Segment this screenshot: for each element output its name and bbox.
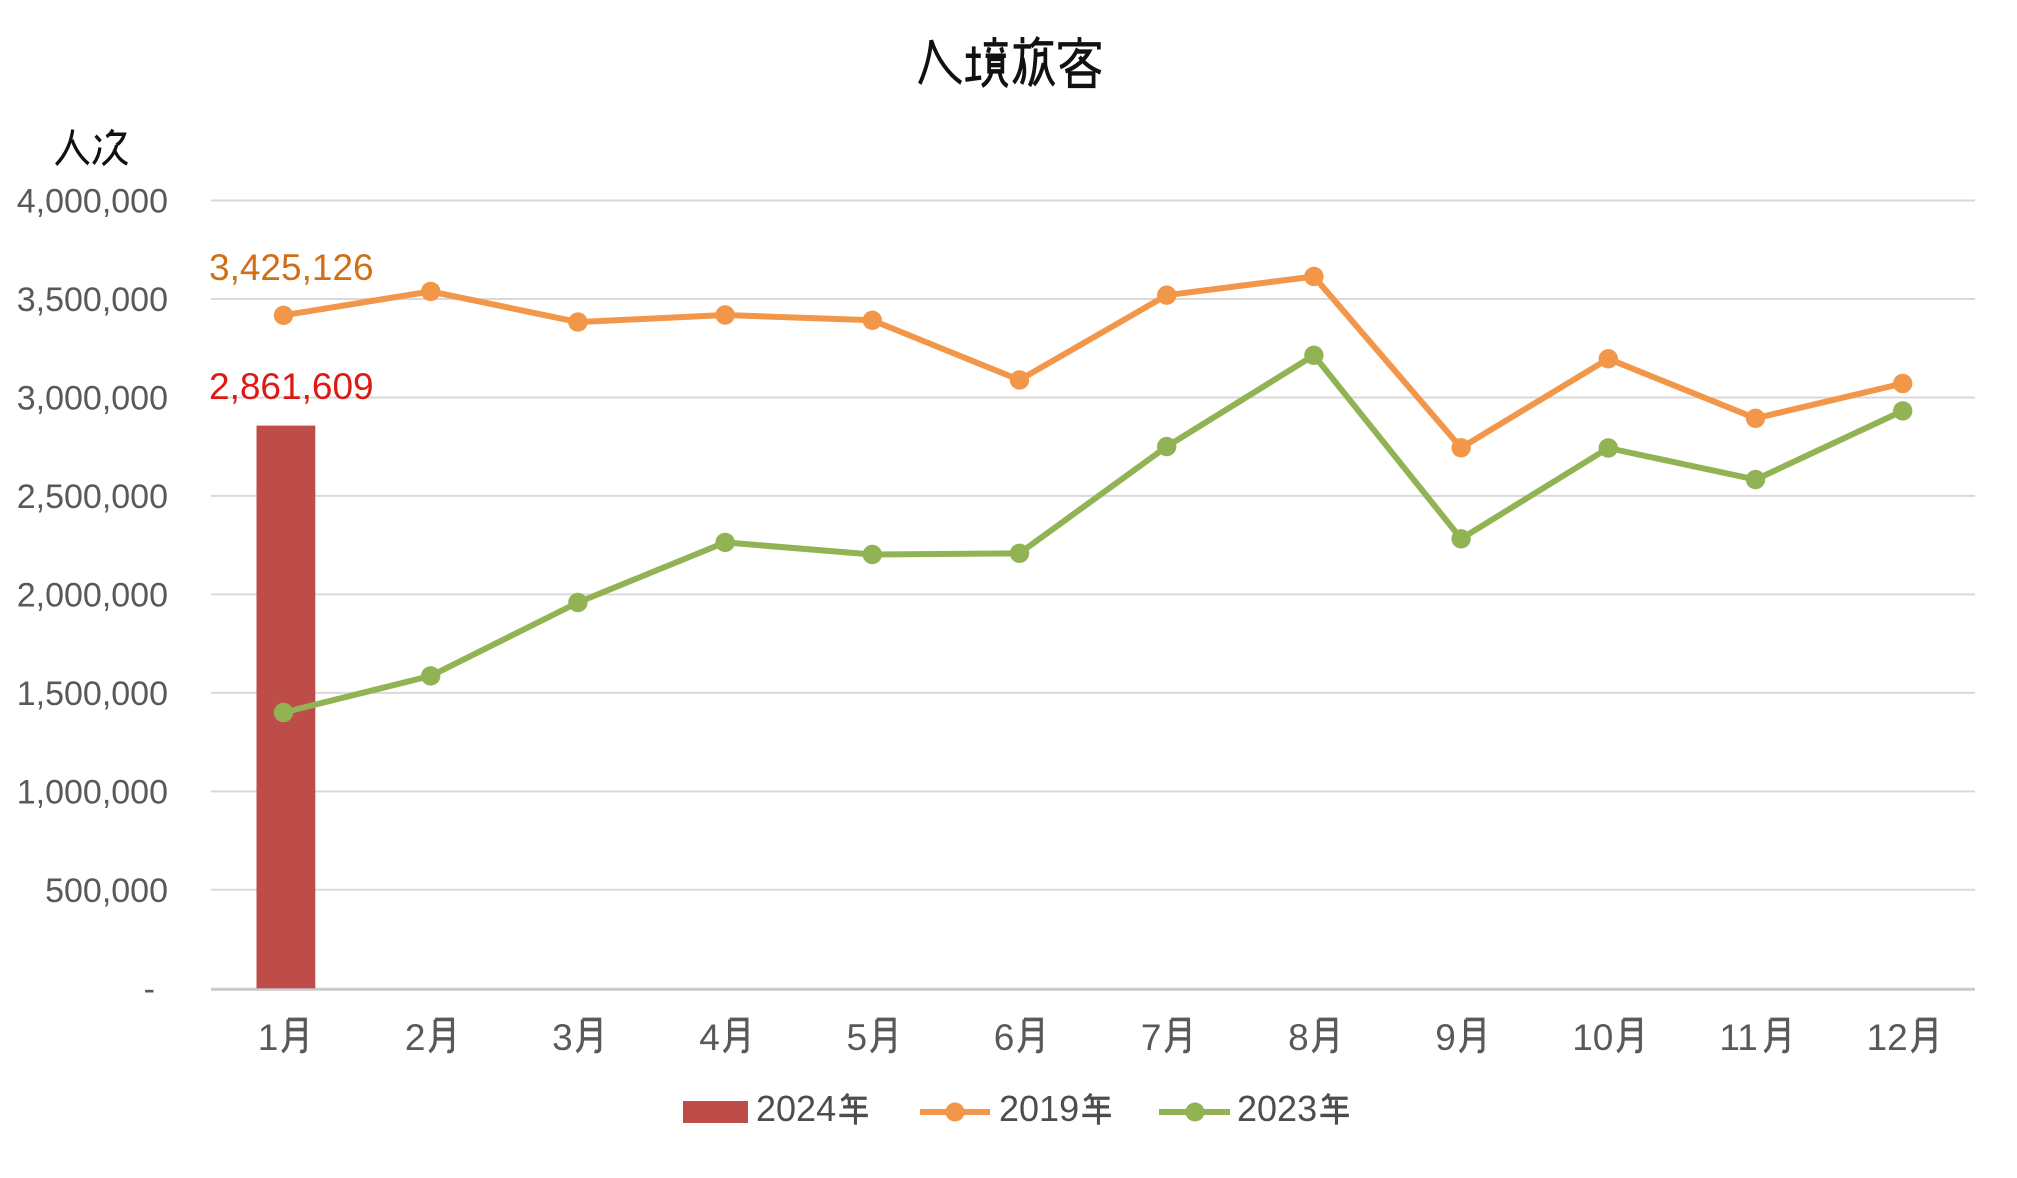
svg-text:1: 1 [258, 1017, 279, 1058]
svg-text:6: 6 [994, 1017, 1015, 1058]
svg-text:3,000,000: 3,000,000 [17, 380, 168, 418]
svg-text:2,861,609: 2,861,609 [209, 366, 374, 407]
svg-text:3,500,000: 3,500,000 [17, 281, 168, 319]
svg-text:10: 10 [1572, 1017, 1613, 1058]
svg-text:12: 12 [1867, 1017, 1908, 1058]
svg-text:2024: 2024 [756, 1088, 836, 1129]
svg-text:2023: 2023 [1237, 1088, 1317, 1129]
svg-text:2019: 2019 [999, 1088, 1079, 1129]
svg-text:2,500,000: 2,500,000 [17, 478, 168, 516]
svg-text:4: 4 [699, 1017, 720, 1058]
svg-text:500,000: 500,000 [45, 872, 168, 910]
svg-text:11: 11 [1719, 1017, 1757, 1058]
svg-text:7: 7 [1141, 1017, 1162, 1058]
svg-text:2,000,000: 2,000,000 [17, 576, 168, 614]
svg-text:9: 9 [1435, 1017, 1456, 1058]
svg-text:1,000,000: 1,000,000 [17, 773, 168, 811]
svg-text:3,425,126: 3,425,126 [209, 247, 374, 288]
svg-text:4,000,000: 4,000,000 [17, 183, 168, 221]
svg-text:2: 2 [405, 1017, 426, 1058]
svg-text:8: 8 [1288, 1017, 1309, 1058]
svg-text:5: 5 [847, 1017, 868, 1058]
svg-text:3: 3 [552, 1017, 573, 1058]
svg-text:1,500,000: 1,500,000 [17, 675, 168, 713]
svg-text:-: - [144, 970, 155, 1008]
